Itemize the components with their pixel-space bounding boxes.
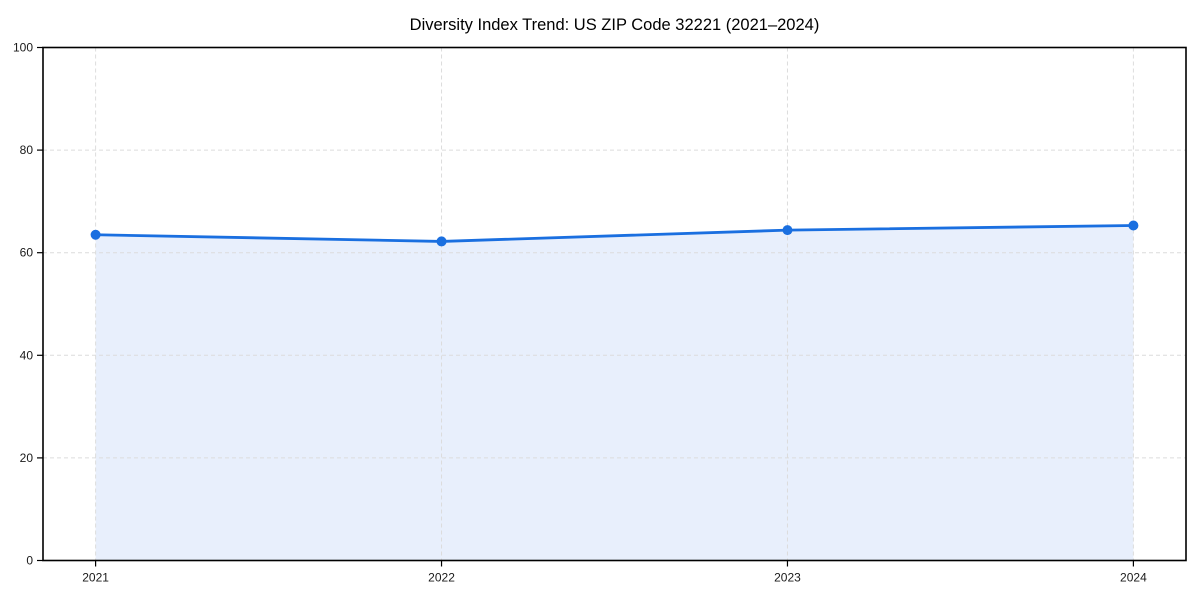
y-tick-label-40: 40 [20, 348, 34, 362]
data-point-2023 [782, 225, 793, 236]
area-fill [95, 225, 1134, 561]
y-tick-label-80: 80 [20, 143, 34, 157]
chart-title: Diversity Index Trend: US ZIP Code 32221… [410, 16, 820, 34]
data-point-2022 [436, 236, 447, 247]
y-tick-label-20: 20 [20, 451, 34, 465]
gridline-layer [43, 47, 1186, 561]
x-tick-label-2024: 2024 [1120, 571, 1147, 585]
x-tick-label-2021: 2021 [82, 571, 109, 585]
x-tick-label-2022: 2022 [428, 571, 455, 585]
axes-frame [42, 46, 1187, 562]
tick-layer: 0 20 40 60 80 100 2021 2022 2023 2024 [13, 41, 1147, 585]
data-point-2021 [90, 229, 101, 240]
series-layer [90, 220, 1139, 247]
y-tick-label-100: 100 [13, 41, 33, 55]
area-fill-layer [95, 225, 1134, 561]
x-tick-label-2023: 2023 [774, 571, 801, 585]
data-point-2024 [1128, 220, 1139, 231]
axes-frame-layer [42, 46, 1187, 562]
y-tick-label-60: 60 [20, 246, 34, 260]
y-tick-label-0: 0 [26, 554, 33, 568]
trend-line [94, 224, 1135, 243]
